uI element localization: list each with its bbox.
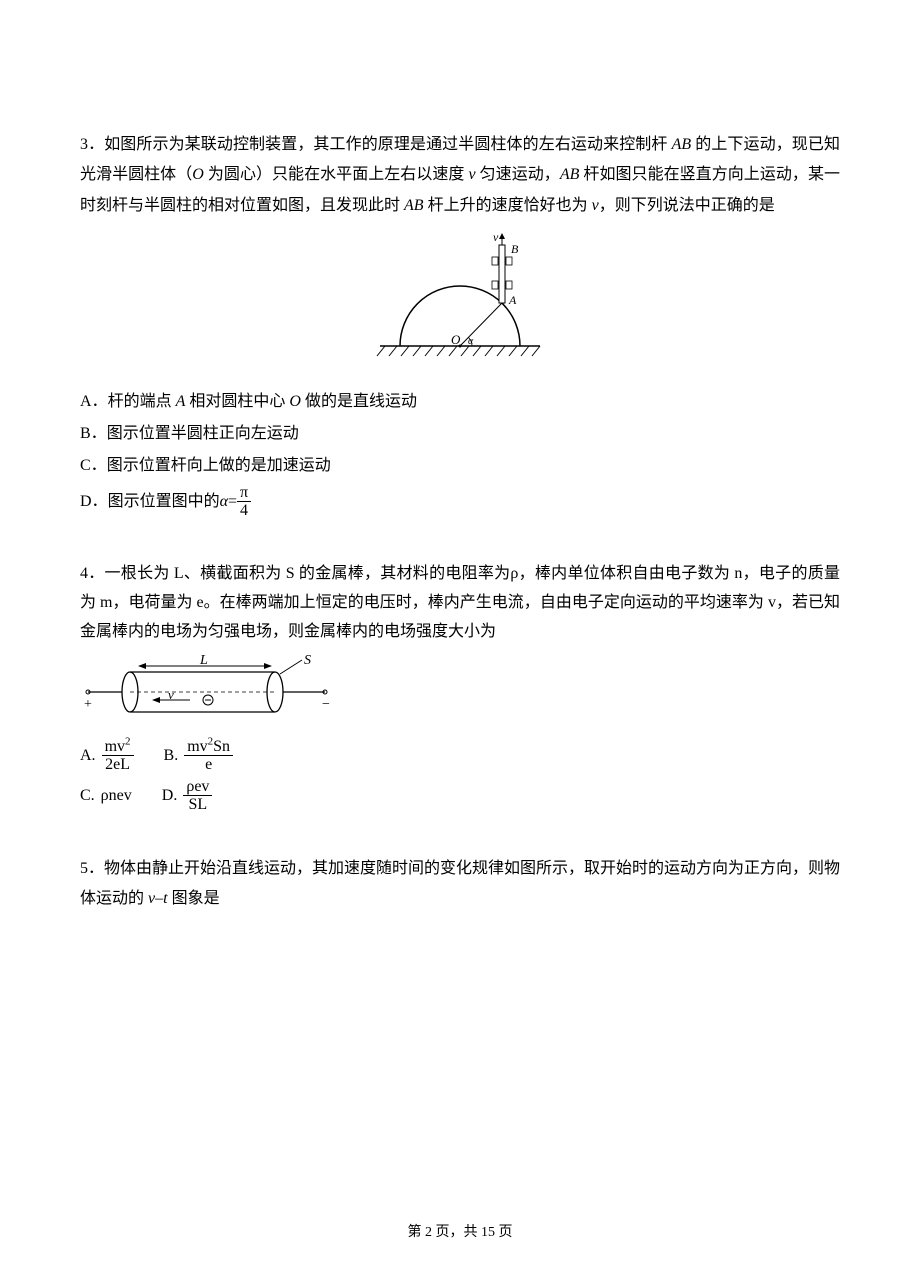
q4-option-B: B. mv2Sn e bbox=[164, 738, 234, 774]
q3-D-pre: 图示位置图中的 bbox=[108, 487, 220, 517]
q3-C-label: C． bbox=[80, 457, 107, 474]
q4-S: S bbox=[304, 653, 311, 668]
q4-B-label: B. bbox=[164, 741, 179, 771]
q3-t6: ，则下列说法中正确的是 bbox=[599, 197, 775, 214]
q4-D-label: D. bbox=[162, 781, 178, 811]
q4-A-num: mv bbox=[105, 738, 125, 755]
q4-C-label: C. bbox=[80, 781, 95, 811]
q3-fig-B: B bbox=[511, 242, 519, 256]
q4-B-num: mv bbox=[187, 738, 207, 755]
q4-row1: A. mv2 2eL B. mv2Sn e bbox=[80, 738, 840, 774]
q4-plus: + bbox=[84, 697, 92, 712]
question-4: 4．一根长为 L、横截面积为 S 的金属棒，其材料的电阻率为ρ，棒内单位体积自由… bbox=[80, 560, 840, 814]
q3-option-B: B．图示位置半圆柱正向左运动 bbox=[80, 419, 840, 449]
q3-stem: 3．如图所示为某联动控制装置，其工作的原理是通过半圆柱体的左右运动来控制杆 AB… bbox=[80, 130, 840, 221]
q4-figure: + − L S v bbox=[80, 652, 840, 733]
q4-C-text: ρnev bbox=[101, 781, 132, 811]
q4-option-A: A. mv2 2eL bbox=[80, 738, 134, 774]
q3-A-var2: O bbox=[289, 393, 301, 410]
q3-A-mid: 相对圆柱中心 bbox=[185, 393, 289, 410]
q3-B-label: B． bbox=[80, 425, 107, 442]
q4-minus: − bbox=[322, 697, 330, 712]
q3-t5: 杆上升的速度恰好也为 bbox=[424, 197, 592, 214]
q3-t2: 为圆心）只能在水平面上左右以速度 bbox=[204, 166, 469, 183]
q4-B-den: e bbox=[184, 756, 233, 774]
q3-B-text: 图示位置半圆柱正向左运动 bbox=[107, 425, 299, 442]
q3-A-post: 做的是直线运动 bbox=[301, 393, 417, 410]
q3-fig-O: O bbox=[451, 332, 461, 347]
q3-D-eq: = bbox=[228, 487, 237, 517]
q4-A-den: 2eL bbox=[102, 756, 134, 774]
q3-var-o: O bbox=[192, 166, 204, 183]
q5-number: 5 bbox=[80, 860, 88, 877]
q4-options: A. mv2 2eL B. mv2Sn e C. ρnev D. bbox=[80, 738, 840, 814]
q3-D-num: π bbox=[237, 484, 251, 503]
q5-stem: 5．物体由静止开始沿直线运动，其加速度随时间的变化规律如图所示，取开始时的运动方… bbox=[80, 854, 840, 915]
q4-B-tail: Sn bbox=[213, 738, 230, 755]
q4-stem: 4．一根长为 L、横截面积为 S 的金属棒，其材料的电阻率为ρ，棒内单位体积自由… bbox=[80, 560, 840, 646]
q4-number: 4 bbox=[80, 565, 88, 582]
q5-post: 图象是 bbox=[168, 890, 220, 907]
q3-D-den: 4 bbox=[237, 502, 251, 520]
q3-number: 3 bbox=[80, 136, 88, 153]
q3-figure: O α A B v bbox=[80, 231, 840, 372]
q4-option-C: C. ρnev bbox=[80, 781, 132, 811]
q3-t3: 匀速运动， bbox=[476, 166, 560, 183]
q3-options: A．杆的端点 A 相对圆柱中心 O 做的是直线运动 B．图示位置半圆柱正向左运动… bbox=[80, 387, 840, 520]
q3-var-ab-2: AB bbox=[560, 166, 580, 183]
q3-var-v-1: v bbox=[469, 166, 476, 183]
question-3: 3．如图所示为某联动控制装置，其工作的原理是通过半圆柱体的左右运动来控制杆 AB… bbox=[80, 130, 840, 520]
q4-D-num: ρev bbox=[183, 778, 212, 797]
q3-t0: ．如图所示为某联动控制装置，其工作的原理是通过半圆柱体的左右运动来控制杆 bbox=[88, 136, 672, 153]
q3-option-A: A．杆的端点 A 相对圆柱中心 O 做的是直线运动 bbox=[80, 387, 840, 417]
q4-A-sup: 2 bbox=[125, 735, 131, 747]
q4-v: v bbox=[168, 687, 174, 702]
q3-fig-v: v bbox=[493, 231, 499, 244]
q3-var-v-2: v bbox=[592, 197, 599, 214]
q3-D-frac: π 4 bbox=[237, 484, 251, 520]
q4-text: ．一根长为 L、横截面积为 S 的金属棒，其材料的电阻率为ρ，棒内单位体积自由电… bbox=[80, 565, 840, 640]
q3-var-ab-1: AB bbox=[672, 136, 692, 153]
q3-option-C: C．图示位置杆向上做的是加速运动 bbox=[80, 451, 840, 481]
q4-A-label: A. bbox=[80, 741, 96, 771]
q5-vt: v–t bbox=[148, 890, 168, 907]
q3-A-label: A． bbox=[80, 393, 108, 410]
page-footer: 第 2 页，共 15 页 bbox=[0, 1220, 920, 1247]
q3-fig-alpha: α bbox=[468, 336, 474, 347]
q4-D-den: SL bbox=[183, 796, 212, 814]
q4-row2: C. ρnev D. ρev SL bbox=[80, 778, 840, 814]
q4-L: L bbox=[199, 653, 208, 668]
question-5: 5．物体由静止开始沿直线运动，其加速度随时间的变化规律如图所示，取开始时的运动方… bbox=[80, 854, 840, 915]
q3-fig-A: A bbox=[508, 293, 517, 307]
q3-D-alpha: α bbox=[220, 487, 228, 517]
q4-option-D: D. ρev SL bbox=[162, 778, 213, 814]
q3-option-D: D．图示位置图中的α = π 4 bbox=[80, 484, 840, 520]
q3-C-text: 图示位置杆向上做的是加速运动 bbox=[107, 457, 331, 474]
q3-D-label: D． bbox=[80, 487, 108, 517]
q3-A-var1: A bbox=[176, 393, 186, 410]
q3-A-pre: 杆的端点 bbox=[108, 393, 176, 410]
q3-var-ab-3: AB bbox=[404, 197, 424, 214]
